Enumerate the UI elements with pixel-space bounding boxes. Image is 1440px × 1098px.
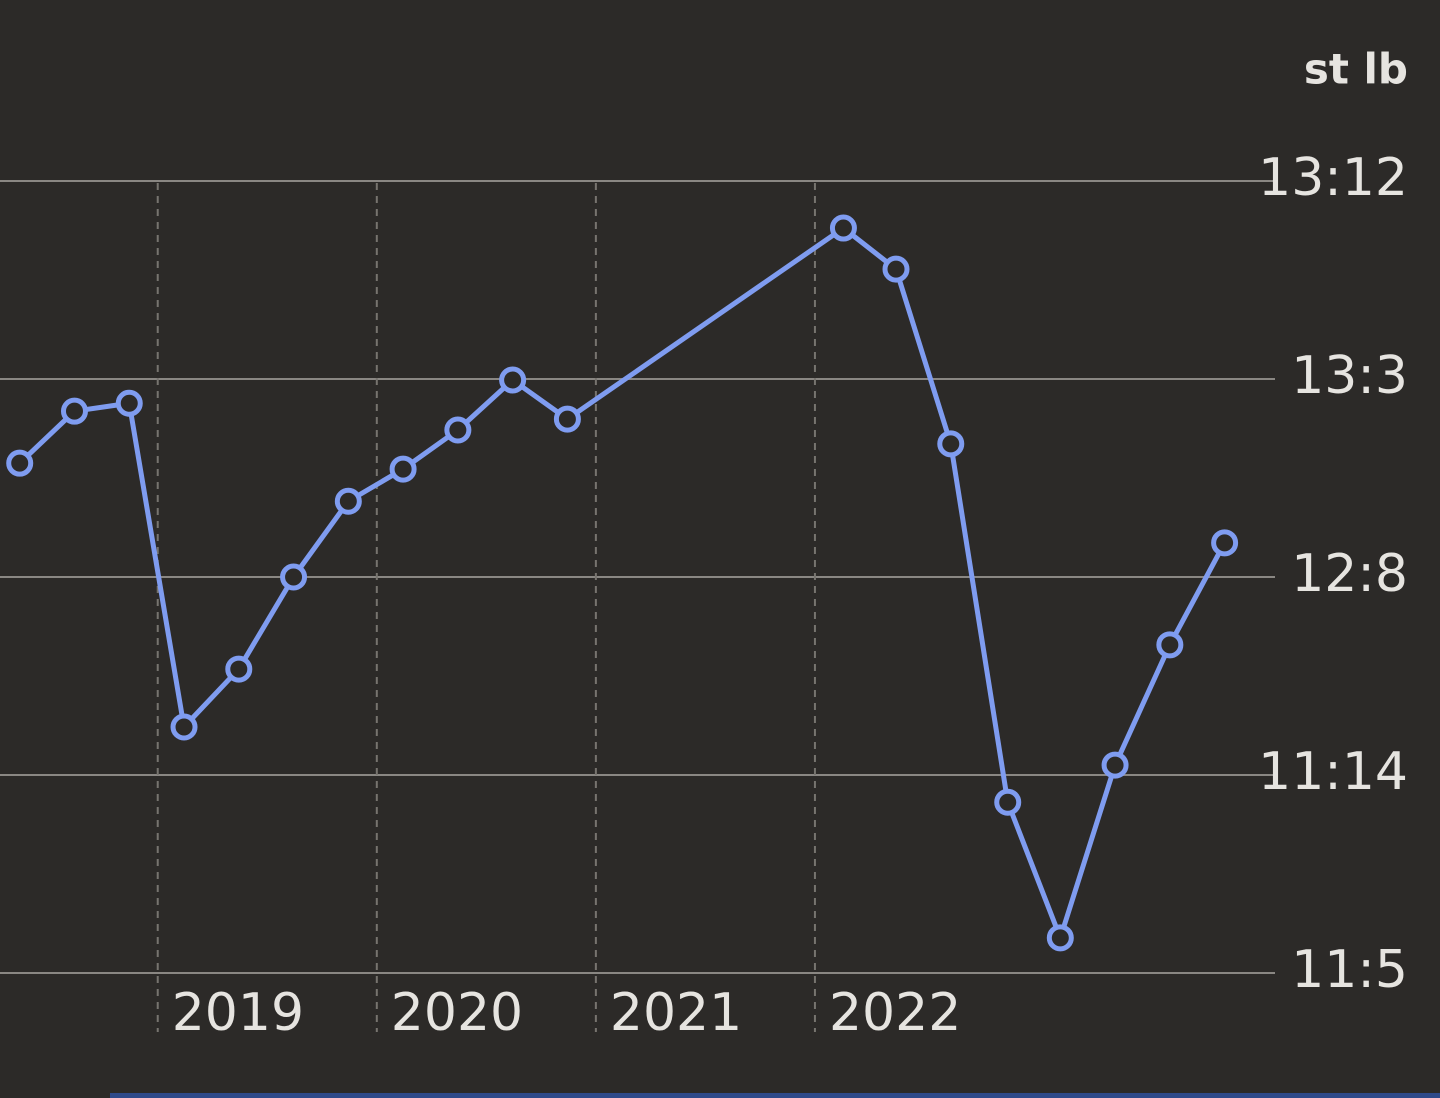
y-tick-label: 11:14	[1258, 742, 1408, 802]
data-point	[280, 563, 308, 591]
data-point	[829, 214, 857, 242]
data-point	[1101, 751, 1129, 779]
y-tick-label: 13:12	[1258, 148, 1408, 208]
data-point	[115, 389, 143, 417]
data-point	[389, 455, 417, 483]
y-tick-label: 12:8	[1291, 544, 1408, 604]
data-point	[882, 255, 910, 283]
data-point	[60, 397, 88, 425]
data-point	[1211, 529, 1239, 557]
data-point	[1046, 924, 1074, 952]
data-point	[334, 487, 362, 515]
y-tick-label: 13:3	[1291, 346, 1408, 406]
x-tick-label: 2021	[610, 983, 742, 1043]
x-tick-label: 2019	[172, 983, 304, 1043]
x-tick-label: 2020	[391, 983, 523, 1043]
data-point	[444, 416, 472, 444]
data-point	[553, 405, 581, 433]
data-point	[225, 655, 253, 683]
weight-line	[17, 225, 1227, 941]
data-point	[499, 366, 527, 394]
data-point	[170, 713, 198, 741]
data-point	[1156, 631, 1184, 659]
x-tick-label: 2022	[829, 983, 961, 1043]
bottom-strip	[110, 1093, 1440, 1098]
y-tick-label: 11:5	[1291, 940, 1408, 1000]
data-point	[994, 788, 1022, 816]
data-point	[937, 430, 965, 458]
y-axis-label: st lb	[1304, 45, 1408, 94]
data-point	[6, 449, 34, 477]
